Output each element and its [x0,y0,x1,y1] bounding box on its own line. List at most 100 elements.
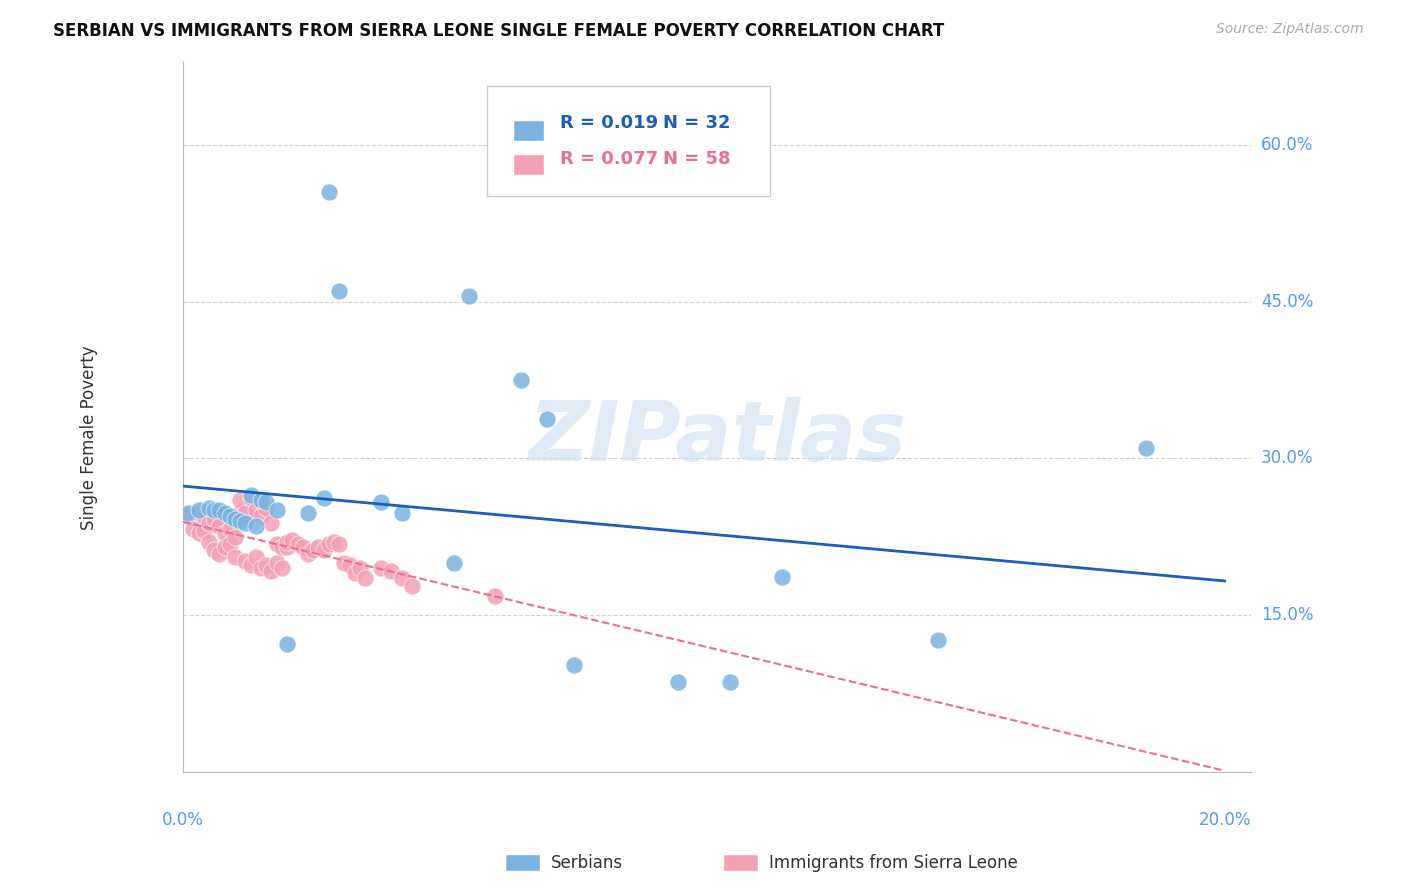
Point [250,493,273,508]
Text: 0.0%: 0.0% [162,811,204,830]
Point [484,589,506,603]
Text: SERBIAN VS IMMIGRANTS FROM SIERRA LEONE SINGLE FEMALE POVERTY CORRELATION CHART: SERBIAN VS IMMIGRANTS FROM SIERRA LEONE … [53,22,945,40]
Point [202,503,225,517]
Point [302,543,325,558]
Text: N = 32: N = 32 [664,114,731,132]
Point [235,516,257,530]
Point [224,550,246,565]
Point [276,534,298,549]
Point [312,491,335,505]
Point [266,537,288,551]
Bar [515,155,544,175]
Point [245,519,267,533]
Point [208,519,231,533]
Point [270,561,292,575]
FancyBboxPatch shape [488,87,770,196]
Point [339,558,361,572]
Point [318,537,340,551]
Point [187,526,209,541]
Point [270,540,292,554]
Text: R = 0.077: R = 0.077 [560,150,658,168]
Point [458,289,481,303]
Point [202,512,225,526]
Point [1135,441,1157,455]
Text: Source: ZipAtlas.com: Source: ZipAtlas.com [1216,22,1364,37]
Point [198,501,221,516]
Point [239,491,262,505]
Point [266,503,288,517]
Point [229,493,252,508]
Point [328,284,350,298]
Point [536,411,558,425]
Point [281,533,304,547]
Point [276,637,298,651]
Point [229,506,252,520]
Point [254,501,277,516]
Text: R = 0.019: R = 0.019 [560,114,658,132]
Point [254,495,277,509]
Point [562,658,585,673]
Point [770,570,793,584]
Text: 30.0%: 30.0% [1261,450,1313,467]
Point [354,571,377,585]
Point [391,506,413,520]
Point [224,530,246,544]
Point [245,503,267,517]
Point [235,553,257,567]
Point [250,561,273,575]
Point [370,495,392,509]
Point [318,185,340,199]
Point [245,550,267,565]
Point [214,526,236,541]
Point [266,556,288,570]
Point [307,540,329,554]
Point [391,571,413,585]
Point [208,547,231,561]
Text: N = 58: N = 58 [664,150,731,168]
Point [297,506,319,520]
Point [208,503,231,517]
Text: Immigrants from Sierra Leone: Immigrants from Sierra Leone [769,855,1018,872]
Point [198,516,221,530]
Point [718,674,741,689]
Point [214,540,236,554]
Point [370,561,392,575]
Point [349,561,371,575]
Text: ZIPatlas: ZIPatlas [527,397,905,478]
Point [214,506,236,520]
Point [443,556,465,570]
Point [297,547,319,561]
Point [183,522,205,536]
Point [229,514,252,528]
Point [333,556,356,570]
Point [202,543,225,558]
Point [401,579,423,593]
Text: 20.0%: 20.0% [1198,811,1251,830]
Point [323,534,346,549]
Point [312,543,335,558]
Point [291,540,314,554]
Point [177,508,200,523]
Point [328,537,350,551]
Point [224,512,246,526]
Point [343,566,366,581]
Point [254,558,277,572]
Point [260,564,283,578]
Point [927,632,949,647]
Point [510,373,533,387]
Point [187,506,209,520]
Point [250,508,273,523]
Point [276,540,298,554]
Point [193,508,215,523]
Point [218,537,240,551]
Point [218,522,240,536]
Point [287,537,309,551]
Point [239,558,262,572]
Point [666,674,689,689]
Point [235,506,257,520]
Point [177,506,200,520]
Point [380,564,402,578]
Text: 45.0%: 45.0% [1261,293,1313,310]
Bar [515,121,544,141]
Text: 15.0%: 15.0% [1261,606,1313,624]
